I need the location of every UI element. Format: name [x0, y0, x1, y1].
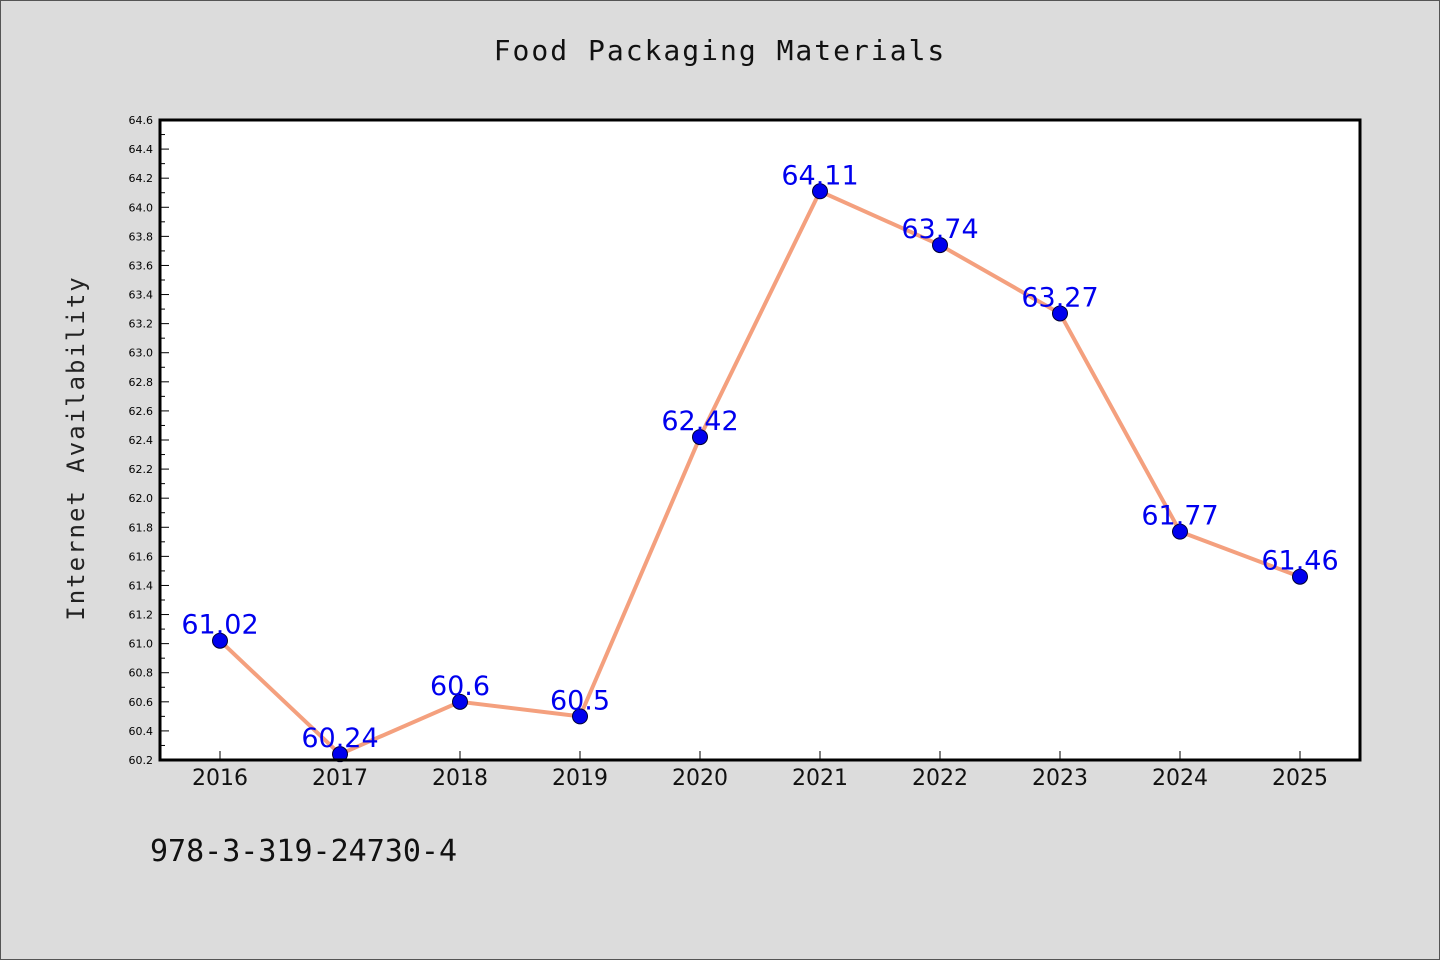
- y-tick-label: 63.2: [129, 318, 154, 331]
- footer-code: 978-3-319-24730-4: [150, 834, 458, 869]
- data-label: 63.74: [901, 214, 978, 245]
- y-tick-label: 60.4: [129, 725, 154, 738]
- data-label: 60.24: [301, 723, 378, 754]
- x-tick-label: 2016: [192, 766, 248, 791]
- data-label: 62.42: [661, 406, 738, 437]
- data-label: 64.11: [781, 160, 858, 191]
- plot-area: [160, 120, 1360, 760]
- data-label: 61.77: [1141, 501, 1218, 532]
- data-point: [1172, 523, 1188, 540]
- y-tick-label: 62.8: [129, 376, 154, 389]
- data-point: [1292, 568, 1308, 585]
- data-point: [812, 183, 828, 200]
- x-tick-label: 2023: [1032, 766, 1088, 791]
- data-point: [212, 632, 228, 649]
- y-tick-label: 63.8: [129, 230, 154, 243]
- data-label: 63.27: [1021, 282, 1098, 313]
- y-tick-label: 60.6: [129, 696, 154, 709]
- y-tick-label: 64.0: [129, 201, 154, 214]
- y-tick-label: 61.8: [129, 521, 154, 534]
- data-point: [932, 237, 948, 254]
- y-tick-label: 64.4: [129, 143, 154, 156]
- data-point: [692, 429, 708, 446]
- x-tick-label: 2018: [432, 766, 488, 791]
- y-tick-label: 62.0: [129, 492, 154, 505]
- y-tick-label: 60.8: [129, 667, 154, 680]
- data-point: [332, 746, 348, 763]
- data-point: [572, 708, 588, 725]
- data-point: [452, 693, 468, 710]
- series-line: [218, 189, 1301, 757]
- data-label: 61.02: [181, 610, 258, 641]
- y-tick-label: 61.6: [129, 550, 154, 563]
- y-tick-label: 63.0: [129, 347, 154, 360]
- x-tick-label: 2019: [552, 766, 608, 791]
- y-tick-label: 62.6: [129, 405, 154, 418]
- data-label: 60.5: [550, 685, 610, 716]
- chart-title: Food Packaging Materials: [493, 34, 947, 67]
- x-tick-label: 2021: [792, 766, 848, 791]
- y-tick-label: 63.6: [129, 259, 154, 272]
- y-tick-label: 62.2: [129, 463, 154, 476]
- y-tick-label: 61.2: [129, 609, 154, 622]
- x-tick-label: 2025: [1272, 766, 1328, 791]
- x-tick-label: 2017: [312, 766, 368, 791]
- y-tick-label: 64.2: [129, 172, 154, 185]
- data-label: 61.46: [1261, 546, 1338, 577]
- y-tick-label: 60.2: [129, 754, 154, 767]
- x-tick-label: 2024: [1152, 766, 1208, 791]
- y-tick-label: 63.4: [129, 289, 154, 302]
- y-tick-label: 64.6: [129, 114, 154, 127]
- plot-border: [158, 118, 1362, 762]
- data-label: 60.6: [430, 671, 490, 702]
- x-tick-label: 2022: [912, 766, 968, 791]
- x-tick-label: 2020: [672, 766, 728, 791]
- y-tick-label: 62.4: [129, 434, 154, 447]
- y-tick-label: 61.4: [129, 579, 154, 592]
- y-tick-label: 61.0: [129, 638, 154, 651]
- data-point: [1052, 305, 1068, 322]
